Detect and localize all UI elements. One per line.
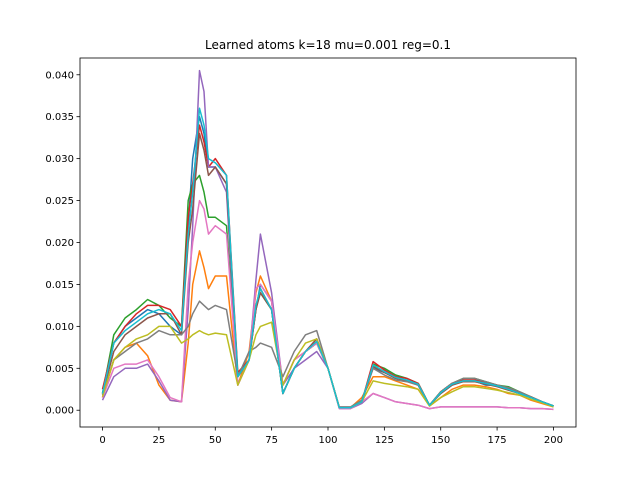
x-tick-label: 75 bbox=[265, 435, 278, 446]
y-tick-label: 0.030 bbox=[45, 154, 74, 165]
axes-layer: 0 25 50 75 100 125 150 175 200 0.000 0.005 0.010 0.0… bbox=[45, 57, 577, 446]
x-tick-label: 100 bbox=[318, 435, 337, 446]
y-tick-label: 0.025 bbox=[45, 196, 74, 207]
y-tick-label: 0.000 bbox=[45, 406, 74, 417]
x-tick-label: 0 bbox=[99, 435, 105, 446]
chart-title: Learned atoms k=18 mu=0.001 reg=0.1 bbox=[205, 38, 451, 52]
x-tick-label: 25 bbox=[153, 435, 166, 446]
y-tick-label: 0.020 bbox=[45, 238, 74, 249]
y-tick-label: 0.015 bbox=[45, 280, 74, 291]
y-tick-label: 0.040 bbox=[45, 70, 74, 81]
series-line-10 bbox=[101, 107, 554, 409]
series-layer bbox=[101, 69, 554, 411]
x-tick-label: 125 bbox=[375, 435, 394, 446]
y-tick-label: 0.035 bbox=[45, 112, 74, 123]
x-tick-label: 175 bbox=[488, 435, 507, 446]
y-tick-label: 0.010 bbox=[45, 322, 74, 333]
x-tick-label: 50 bbox=[209, 435, 222, 446]
x-tick-label: 150 bbox=[431, 435, 450, 446]
x-tick-label: 200 bbox=[544, 435, 563, 446]
series-line-9 bbox=[101, 321, 554, 409]
series-line-8 bbox=[101, 300, 554, 408]
y-tick-label: 0.005 bbox=[45, 364, 74, 375]
